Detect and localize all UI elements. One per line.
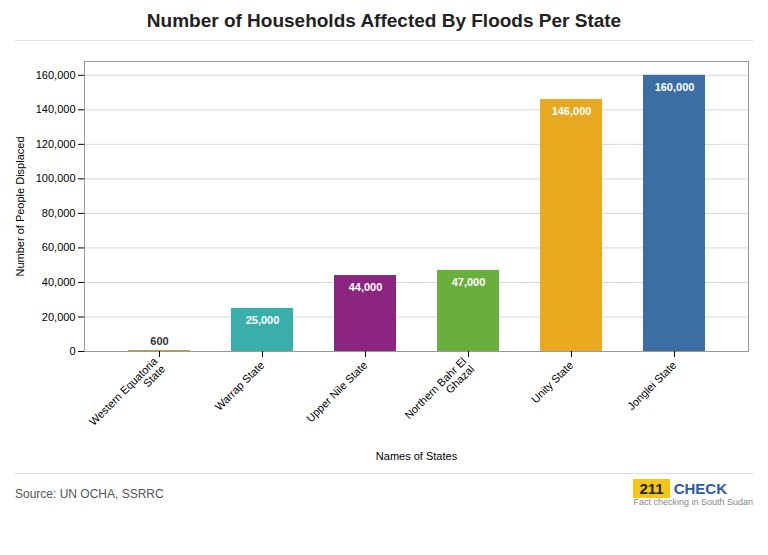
html-text:CHECK: CHECK: [673, 480, 727, 497]
svg-text:146,000: 146,000: [552, 105, 592, 117]
svg-text:Jonglei State: Jonglei State: [625, 359, 678, 412]
svg-text:Northern Bahr ElGhazal: Northern Bahr ElGhazal: [402, 355, 476, 429]
svg-text:47,000: 47,000: [452, 276, 486, 288]
html-text:211: 211: [639, 480, 664, 497]
html-text:Source: UN OCHA, SSRRC: Source: UN OCHA, SSRRC: [15, 486, 164, 501]
svg-text:100,000: 100,000: [36, 172, 76, 184]
svg-text:Warrap State: Warrap State: [212, 359, 266, 413]
svg-text:0: 0: [69, 345, 75, 357]
svg-text:600: 600: [150, 335, 168, 347]
svg-text:Upper Nile State: Upper Nile State: [304, 359, 370, 425]
svg-text:Unity State: Unity State: [529, 359, 576, 406]
svg-text:60,000: 60,000: [42, 241, 76, 253]
svg-text:44,000: 44,000: [349, 281, 383, 293]
html-text:Fact checking in South Sudan: Fact checking in South Sudan: [633, 497, 753, 507]
html-text:Number of Households Affected: Number of Households Affected By Floods …: [146, 10, 622, 31]
svg-text:Western EquatoriaState: Western EquatoriaState: [87, 354, 168, 435]
svg-text:120,000: 120,000: [36, 138, 76, 150]
svg-text:25,000: 25,000: [246, 314, 280, 326]
svg-text:20,000: 20,000: [42, 310, 76, 322]
svg-text:40,000: 40,000: [42, 276, 76, 288]
svg-text:140,000: 140,000: [36, 103, 76, 115]
svg-text:160,000: 160,000: [655, 81, 695, 93]
svg-text:Number of People Displaced: Number of People Displaced: [14, 136, 26, 276]
svg-text:Names of States: Names of States: [376, 450, 458, 462]
svg-text:80,000: 80,000: [42, 207, 76, 219]
svg-text:160,000: 160,000: [36, 69, 76, 81]
